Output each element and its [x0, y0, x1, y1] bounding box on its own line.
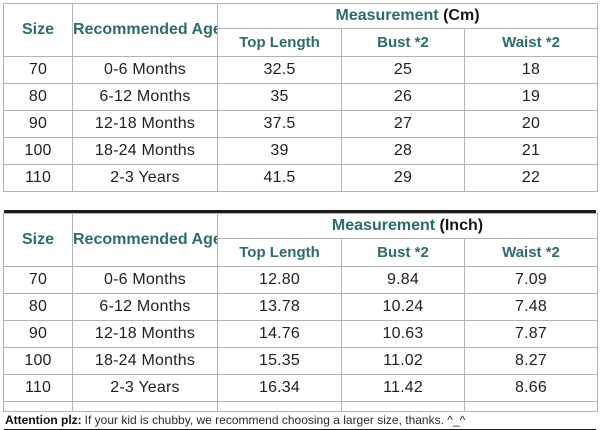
cell-size: 80 [3, 293, 73, 321]
col-header-top-length: Top Length [217, 28, 342, 57]
col-header-top-length: Top Length [217, 238, 342, 267]
table-row: 100 18-24 Months 39 28 21 [3, 137, 599, 165]
empty-cell [3, 401, 73, 412]
table-row: 80 6-12 Months 13.78 10.24 7.48 [3, 293, 598, 321]
empty-cell [464, 401, 598, 412]
cell-top-length: 37.5 [217, 110, 342, 138]
cell-bust: 10.63 [341, 320, 465, 348]
cell-age: 0-6 Months [72, 56, 218, 84]
measurement-label: Measurement [335, 7, 439, 24]
measurement-label: Measurement [331, 217, 436, 234]
cell-waist: 7.87 [464, 320, 598, 348]
cell-size: 100 [3, 347, 73, 375]
cell-waist: 18 [463, 56, 599, 84]
table-row: 110 2-3 Years 41.5 29 22 [3, 164, 599, 192]
cell-waist: 22 [463, 164, 599, 192]
cell-age: 6-12 Months [72, 83, 218, 111]
cell-bust: 11.42 [341, 374, 465, 402]
table-divider-line [4, 210, 596, 213]
table-row: 100 18-24 Months 15.35 11.02 8.27 [3, 347, 598, 375]
cell-size: 110 [3, 164, 73, 192]
cell-top-length: 35 [217, 83, 342, 111]
cell-top-length: 39 [217, 137, 342, 165]
measurement-unit-cm: (Cm) [443, 7, 480, 24]
col-header-waist: Waist *2 [464, 238, 598, 267]
empty-cell [72, 401, 218, 412]
measurement-inch-header: Measurement (Inch) [217, 213, 598, 239]
cell-waist: 19 [463, 83, 599, 111]
cell-age: 18-24 Months [72, 137, 218, 165]
cell-size: 110 [3, 374, 73, 402]
table-row: 90 12-18 Months 37.5 27 20 [3, 110, 599, 138]
empty-cell [217, 401, 342, 412]
cell-bust: 9.84 [341, 266, 465, 294]
col-header-age: Recommended Age [72, 213, 218, 267]
cell-age: 12-18 Months [72, 320, 218, 348]
measurement-unit-inch: (Inch) [439, 217, 484, 234]
col-header-size: Size [3, 213, 73, 267]
cell-waist: 8.66 [464, 374, 598, 402]
attention-note-label: Attention plz: [5, 413, 82, 427]
col-header-waist: Waist *2 [463, 28, 599, 57]
table-row: 90 12-18 Months 14.76 10.63 7.87 [3, 320, 598, 348]
cell-bust: 28 [341, 137, 465, 165]
size-table-inch: Size Recommended Age Measurement (Inch) … [3, 213, 598, 412]
cell-bust: 29 [341, 164, 465, 192]
col-header-bust: Bust *2 [341, 28, 465, 57]
cell-bust: 10.24 [341, 293, 465, 321]
measurement-cm-header: Measurement (Cm) [216, 3, 599, 29]
cell-size: 80 [3, 83, 73, 111]
cell-bust: 26 [341, 83, 465, 111]
cell-size: 90 [3, 110, 73, 138]
size-table-cm: Size Recommended Age Measurement (Cm) To… [3, 3, 599, 192]
table-row: 110 2-3 Years 16.34 11.42 8.66 [3, 374, 598, 402]
attention-note: Attention plz: If your kid is chubby, we … [3, 412, 597, 428]
cell-top-length: 41.5 [217, 164, 342, 192]
cell-bust: 25 [341, 56, 465, 84]
cell-age: 18-24 Months [72, 347, 218, 375]
cell-top-length: 15.35 [217, 347, 342, 375]
attention-note-text: If your kid is chubby, we recommend choo… [84, 413, 466, 427]
cell-age: 2-3 Years [72, 374, 218, 402]
col-header-age: Recommended Age [72, 3, 218, 57]
cell-age: 2-3 Years [72, 164, 218, 192]
cell-age: 0-6 Months [72, 266, 218, 294]
empty-cell [341, 401, 465, 412]
cell-size: 100 [3, 137, 73, 165]
table-row: 80 6-12 Months 35 26 19 [3, 83, 599, 111]
cell-top-length: 12.80 [217, 266, 342, 294]
cell-top-length: 16.34 [217, 374, 342, 402]
table-row: 70 0-6 Months 32.5 25 18 [3, 56, 599, 84]
cell-age: 6-12 Months [72, 293, 218, 321]
empty-grid-row [3, 401, 598, 412]
cell-waist: 8.27 [464, 347, 598, 375]
cell-size: 70 [3, 266, 73, 294]
cell-size: 70 [3, 56, 73, 84]
col-header-bust: Bust *2 [341, 238, 465, 267]
col-header-size: Size [3, 3, 73, 57]
cell-waist: 20 [463, 110, 599, 138]
cell-bust: 27 [341, 110, 465, 138]
cell-top-length: 13.78 [217, 293, 342, 321]
cell-size: 90 [3, 320, 73, 348]
cell-waist: 21 [463, 137, 599, 165]
cell-top-length: 14.76 [217, 320, 342, 348]
table-row: 70 0-6 Months 12.80 9.84 7.09 [3, 266, 598, 294]
cell-age: 12-18 Months [72, 110, 218, 138]
cell-bust: 11.02 [341, 347, 465, 375]
cell-waist: 7.09 [464, 266, 598, 294]
cell-waist: 7.48 [464, 293, 598, 321]
cell-top-length: 32.5 [217, 56, 342, 84]
